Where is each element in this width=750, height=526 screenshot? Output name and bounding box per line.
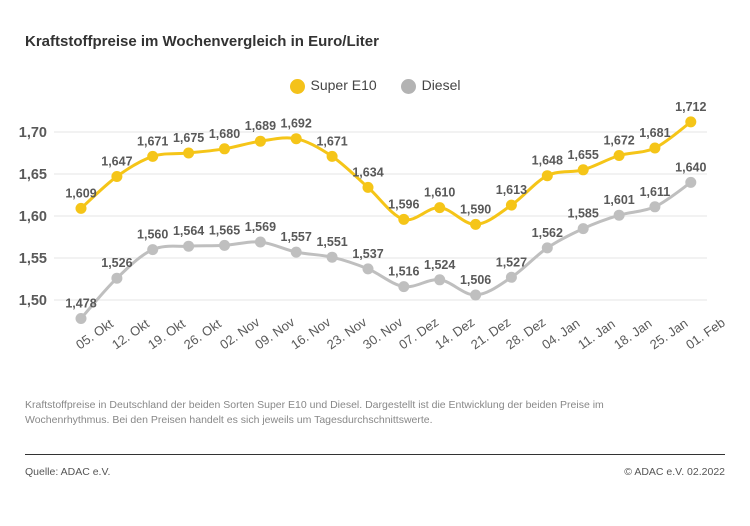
svg-text:1,712: 1,712 [675,100,706,114]
svg-text:1,689: 1,689 [245,119,276,133]
svg-text:1,55: 1,55 [19,251,47,267]
svg-text:1,613: 1,613 [496,183,527,197]
svg-text:1,681: 1,681 [639,126,670,140]
svg-text:1,671: 1,671 [137,134,168,148]
svg-text:1,65: 1,65 [19,167,47,183]
svg-text:1,692: 1,692 [281,117,312,131]
svg-text:1,551: 1,551 [316,235,347,249]
svg-text:1,611: 1,611 [640,185,671,199]
svg-text:1,526: 1,526 [101,256,132,270]
svg-text:1,60: 1,60 [19,209,47,225]
svg-text:1,596: 1,596 [388,197,419,211]
svg-text:1,610: 1,610 [424,186,455,200]
svg-text:1,564: 1,564 [173,224,204,238]
svg-text:1,50: 1,50 [19,293,47,309]
svg-text:1,671: 1,671 [316,134,347,148]
svg-text:1,585: 1,585 [568,207,599,221]
svg-text:1,524: 1,524 [424,258,455,272]
svg-text:1,680: 1,680 [209,127,240,141]
svg-text:1,478: 1,478 [65,297,96,311]
svg-text:1,516: 1,516 [388,265,419,279]
svg-text:1,648: 1,648 [532,154,563,168]
svg-text:1,569: 1,569 [245,220,276,234]
svg-text:1,527: 1,527 [496,255,527,269]
svg-text:1,647: 1,647 [101,155,132,169]
svg-text:1,560: 1,560 [137,228,168,242]
svg-text:1,640: 1,640 [675,160,706,174]
svg-text:1,655: 1,655 [568,148,599,162]
svg-text:1,70: 1,70 [19,125,47,141]
svg-text:1,557: 1,557 [281,230,312,244]
svg-text:1,590: 1,590 [460,202,491,216]
svg-text:1,506: 1,506 [460,273,491,287]
svg-text:1,537: 1,537 [352,247,383,261]
svg-text:1,609: 1,609 [65,186,96,200]
svg-text:1,672: 1,672 [603,134,634,148]
svg-text:1,675: 1,675 [173,131,204,145]
svg-text:1,601: 1,601 [603,193,634,207]
svg-text:1,562: 1,562 [532,226,563,240]
svg-text:1,565: 1,565 [209,223,240,237]
svg-text:1,634: 1,634 [352,165,383,179]
